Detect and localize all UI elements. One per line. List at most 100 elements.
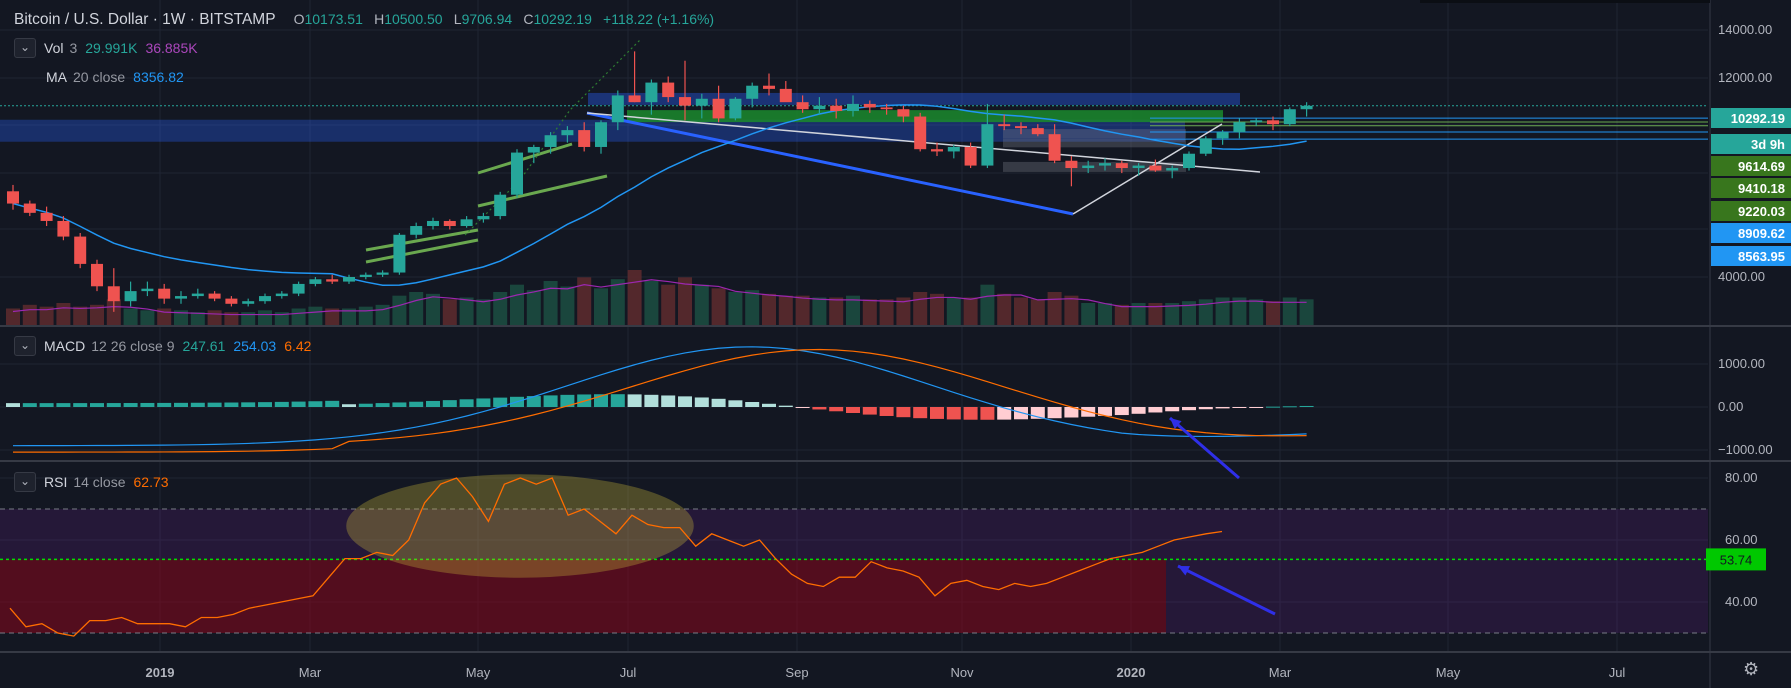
x-axis-tick: 2019 xyxy=(146,665,175,680)
macd-histogram-bar xyxy=(1282,406,1297,408)
top-bar xyxy=(1420,0,1710,3)
macd-histogram-bar xyxy=(459,399,474,407)
volume-bar xyxy=(980,284,995,325)
legend-volume[interactable]: ⌄ Vol 3 29.991K 36.885K xyxy=(14,38,198,58)
volume-bar xyxy=(1064,295,1079,325)
macd-axis-tick: 0.00 xyxy=(1718,399,1743,414)
volume-bar xyxy=(1215,297,1230,325)
candle-body xyxy=(611,95,624,123)
symbol-header: Bitcoin / U.S. Dollar · 1W · BITSTAMP O1… xyxy=(14,11,715,28)
volume-bar xyxy=(409,292,424,325)
macd-histogram-bar xyxy=(1215,407,1230,409)
volume-bar xyxy=(526,290,541,325)
volume-bar xyxy=(1266,301,1280,325)
volume-bar xyxy=(73,306,88,325)
volume-bar xyxy=(1299,299,1314,325)
macd-histogram-bar xyxy=(140,402,155,407)
macd-histogram-bar xyxy=(1182,407,1196,411)
macd-histogram-bar xyxy=(258,402,272,407)
volume-bar xyxy=(862,299,877,325)
candle-body xyxy=(998,124,1011,127)
volume-bar xyxy=(610,279,625,325)
volume-bar xyxy=(694,284,709,325)
x-axis-tick: Jul xyxy=(1609,665,1626,680)
trendline-white xyxy=(1072,123,1223,215)
level-label-box xyxy=(1711,156,1791,176)
chevron-down-icon[interactable]: ⌄ xyxy=(14,38,36,58)
macd-histogram-bar xyxy=(946,407,961,420)
volume-bar xyxy=(190,312,205,325)
volume-bar xyxy=(745,290,760,325)
macd-histogram-bar xyxy=(6,403,20,407)
ma-value: 8356.82 xyxy=(133,69,184,85)
candle-body xyxy=(527,146,540,153)
chevron-down-icon[interactable]: ⌄ xyxy=(14,472,36,492)
candle-body xyxy=(393,234,406,273)
macd-histogram-bar xyxy=(1148,407,1163,413)
macd-histogram-bar xyxy=(728,400,743,407)
macd-histogram-bar xyxy=(610,394,625,407)
symbol-title[interactable]: Bitcoin / U.S. Dollar · 1W · BITSTAMP xyxy=(14,11,276,28)
macd-histogram-bar xyxy=(1030,407,1045,419)
x-axis-tick: May xyxy=(466,665,491,680)
macd-histogram-bar xyxy=(829,407,844,412)
level-label: 9614.69 xyxy=(1738,159,1785,174)
volume-bar xyxy=(1249,299,1264,325)
candle-body xyxy=(1283,109,1296,125)
range-box-grey xyxy=(1003,129,1186,139)
candle-body xyxy=(1031,128,1044,135)
candle-body xyxy=(1216,132,1229,139)
macd-histogram-bar xyxy=(106,403,121,407)
ma20-line xyxy=(12,104,1307,286)
volume-bar xyxy=(123,308,138,325)
annotation-arrow xyxy=(1169,416,1240,480)
countdown-label-box xyxy=(1711,134,1791,154)
volume-bar xyxy=(1198,299,1213,325)
macd-histogram-bar xyxy=(1249,407,1264,408)
candle-body xyxy=(460,219,473,227)
level-label-box xyxy=(1711,223,1791,243)
candle-body xyxy=(1082,165,1095,169)
macd-histogram-bar xyxy=(375,403,390,407)
volume-bar xyxy=(392,295,407,325)
candle-body xyxy=(830,105,843,112)
candle-body xyxy=(309,279,322,284)
macd-histogram-bar xyxy=(274,401,289,407)
macd-histogram-bar xyxy=(627,394,642,407)
macd-histogram-bar xyxy=(409,401,424,407)
gear-icon[interactable]: ⚙ xyxy=(1743,659,1760,679)
macd-histogram-bar xyxy=(1047,407,1062,419)
legend-rsi[interactable]: ⌄ RSI 14 close 62.73 xyxy=(14,472,169,492)
candle-body xyxy=(1132,165,1145,169)
candle-body xyxy=(796,102,809,110)
candle-body xyxy=(544,135,557,147)
x-axis-tick: 2020 xyxy=(1117,665,1146,680)
chevron-down-icon[interactable]: ⌄ xyxy=(14,336,36,356)
macd-histogram-bar xyxy=(342,404,356,407)
candle-body xyxy=(947,146,960,152)
macd-histogram-bar xyxy=(174,402,188,407)
volume-bar xyxy=(476,299,491,325)
candle-body xyxy=(494,194,507,217)
volume-ma-line xyxy=(12,279,1307,316)
macd-histogram-bar xyxy=(913,407,928,419)
macd-histogram-bar xyxy=(678,396,692,407)
macd-axis-tick: −1000.00 xyxy=(1718,442,1773,457)
macd-histogram-bar xyxy=(207,402,222,407)
volume-bar xyxy=(728,292,743,325)
open-value: 10173.51 xyxy=(304,11,363,27)
candle-body xyxy=(645,82,658,103)
volume-bar xyxy=(1182,301,1196,325)
candle-body xyxy=(897,109,910,117)
macd-histogram-bar xyxy=(644,394,659,407)
annotation-arrow xyxy=(1177,564,1276,616)
candle-body xyxy=(107,286,120,302)
legend-ma[interactable]: MA 20 close 8356.82 xyxy=(46,69,184,85)
candle-body xyxy=(158,288,171,299)
legend-macd[interactable]: ⌄ MACD 12 26 close 9 247.61 254.03 6.42 xyxy=(14,336,311,356)
macd-histogram-bar xyxy=(1098,407,1112,416)
macd-histogram-bar xyxy=(879,407,894,416)
x-axis-tick: Sep xyxy=(785,665,808,680)
candle-body xyxy=(343,277,355,282)
